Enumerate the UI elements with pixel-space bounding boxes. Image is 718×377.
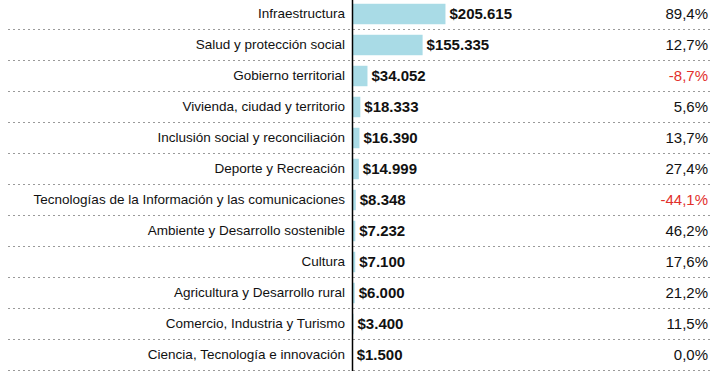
change-label: 13,7% <box>665 129 708 146</box>
axis-line <box>352 0 354 371</box>
row-separator <box>8 184 710 185</box>
category-label: Infraestructura <box>258 6 346 21</box>
tick: Tecnologías de la Información y las comu… <box>34 192 346 207</box>
row-separator <box>8 29 710 30</box>
tick: Salud y protección social <box>196 37 345 52</box>
row-separator <box>8 339 710 340</box>
row-separator <box>8 60 710 61</box>
value-label: $7.100 <box>359 253 405 270</box>
row-separator <box>8 277 710 278</box>
labels: $205.615 $155.335$34.052 $18.333 $16.390 $14… <box>357 5 708 363</box>
tick: Cultura <box>301 254 345 269</box>
bar <box>352 35 423 55</box>
tick: Inclusión social y reconciliación <box>157 130 345 145</box>
value-label: $205.615 <box>449 5 512 22</box>
tick: Ambiente y Desarrollo sostenible <box>148 223 345 238</box>
separators <box>8 30 710 371</box>
value-label: $155.335 <box>427 36 490 53</box>
category-label: Ciencia, Tecnología e innovación <box>148 347 345 362</box>
category-label: Gobierno territorial <box>233 68 345 83</box>
tick: Ciencia, Tecnología e innovación <box>148 347 345 362</box>
value-label: $6.000 <box>359 284 405 301</box>
change-label: 21,2% <box>665 284 708 301</box>
change-label: 27,4% <box>665 160 708 177</box>
category-label: Ambiente y Desarrollo sostenible <box>148 223 345 238</box>
row-separator <box>8 215 710 216</box>
value-label: $8.348 <box>360 191 406 208</box>
change-label: -44,1% <box>660 191 708 208</box>
value-label: $7.232 <box>359 222 405 239</box>
bar <box>352 66 367 86</box>
tick: Infraestructura <box>258 6 346 21</box>
row-separator <box>8 246 710 247</box>
row-separator <box>8 370 710 371</box>
row-separator <box>8 122 710 123</box>
row-separator <box>8 308 710 309</box>
bars <box>352 4 445 365</box>
tick: Gobierno territorial <box>233 68 345 83</box>
change-label: -8,7% <box>669 67 708 84</box>
category-axis: Infraestructura Salud y protección social… <box>34 0 353 371</box>
value-label: $34.052 <box>371 67 425 84</box>
change-label: 89,4% <box>665 5 708 22</box>
category-label: Comercio, Industria y Turismo <box>166 316 345 331</box>
value-label: $14.999 <box>363 160 417 177</box>
category-label: Tecnologías de la Información y las comu… <box>34 192 346 207</box>
tick: Agricultura y Desarrollo rural <box>174 285 345 300</box>
change-label: 17,6% <box>665 253 708 270</box>
row-separator <box>8 91 710 92</box>
tick: Vivienda, ciudad y territorio <box>182 99 345 114</box>
category-label: Inclusión social y reconciliación <box>157 130 345 145</box>
tick: Comercio, Industria y Turismo <box>166 316 345 331</box>
category-label: Cultura <box>301 254 345 269</box>
category-label: Agricultura y Desarrollo rural <box>174 285 345 300</box>
value-label: $16.390 <box>363 129 417 146</box>
value-label: $1.500 <box>357 346 403 363</box>
change-label: 12,7% <box>665 36 708 53</box>
category-label: Deporte y Recreación <box>214 161 345 176</box>
change-label: 46,2% <box>665 222 708 239</box>
change-label: 0,0% <box>674 346 708 363</box>
row-separator <box>8 153 710 154</box>
category-label: Vivienda, ciudad y territorio <box>182 99 345 114</box>
bar <box>352 4 445 24</box>
change-label: 11,5% <box>667 315 708 332</box>
category-label: Salud y protección social <box>196 37 345 52</box>
value-label: $3.400 <box>358 315 404 332</box>
value-label: $18.333 <box>364 98 418 115</box>
change-label: 5,6% <box>674 98 708 115</box>
tick: Deporte y Recreación <box>214 161 345 176</box>
